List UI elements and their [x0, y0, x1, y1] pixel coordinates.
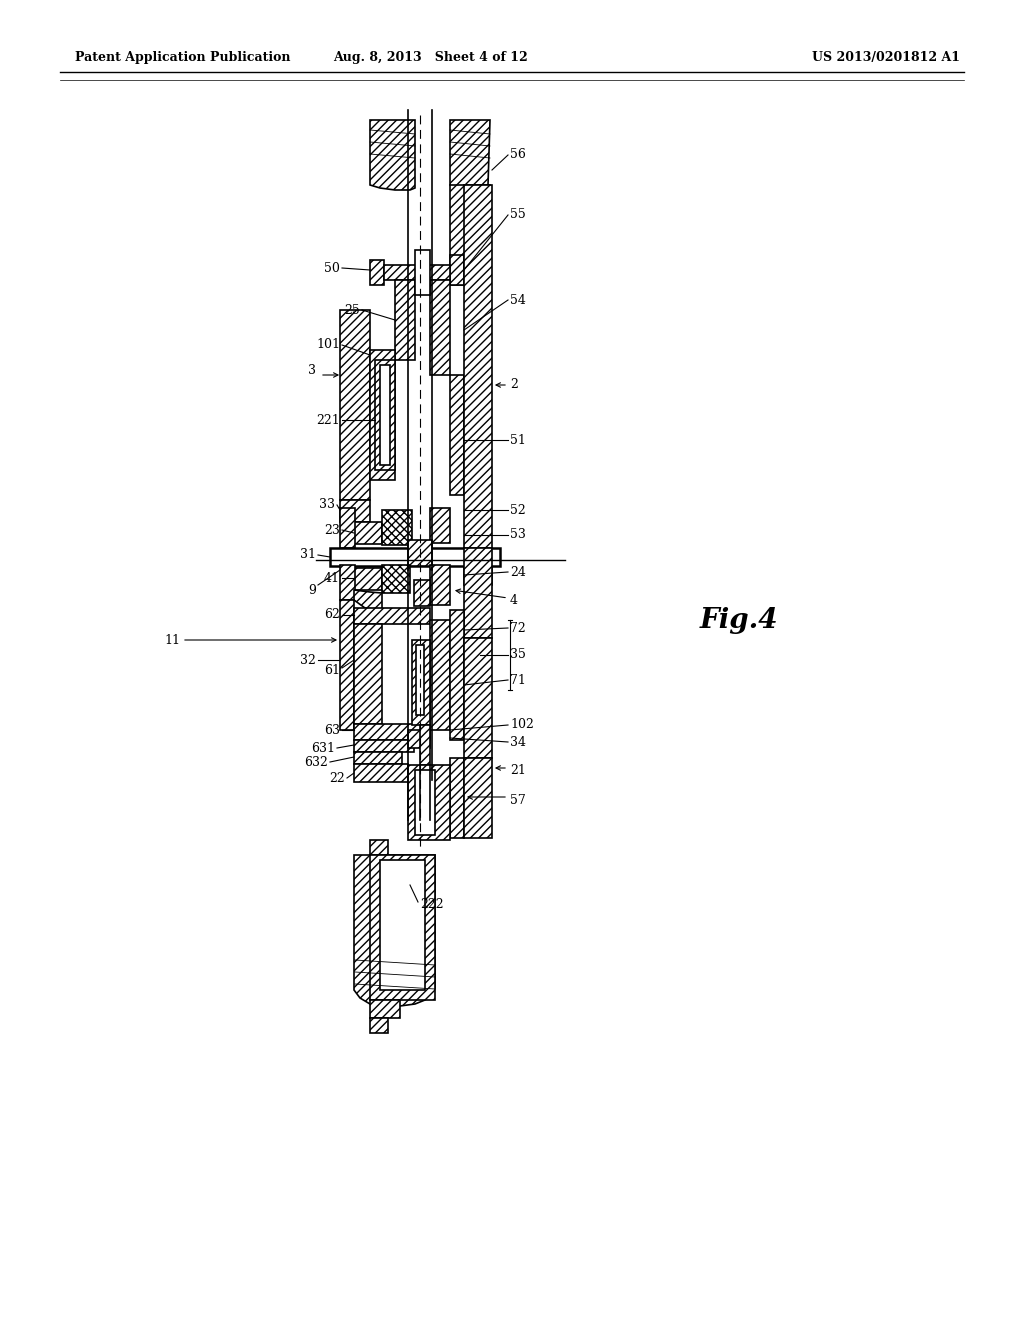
Bar [450, 375, 464, 495]
Bar [370, 350, 395, 480]
Text: 2: 2 [510, 379, 518, 392]
Text: 50: 50 [325, 261, 340, 275]
Bar [450, 610, 464, 741]
Text: 222: 222 [420, 899, 443, 912]
Bar [408, 540, 432, 566]
Text: 24: 24 [510, 565, 526, 578]
Text: 25: 25 [344, 304, 360, 317]
Text: 4: 4 [510, 594, 518, 606]
Bar [370, 260, 384, 285]
Text: 62: 62 [325, 609, 340, 622]
Bar [375, 360, 395, 470]
Text: 71: 71 [510, 673, 526, 686]
Bar [370, 855, 435, 1001]
Bar [464, 548, 492, 638]
Text: 54: 54 [510, 293, 526, 306]
Bar [450, 185, 490, 285]
Bar [340, 508, 355, 548]
Bar [354, 741, 414, 752]
Text: 53: 53 [510, 528, 526, 541]
Bar [354, 521, 382, 544]
Text: 61: 61 [324, 664, 340, 676]
Polygon shape [370, 120, 415, 190]
Text: 9: 9 [308, 583, 316, 597]
Text: 632: 632 [304, 755, 328, 768]
Bar [340, 601, 354, 730]
Text: 3: 3 [308, 363, 316, 376]
Text: 57: 57 [510, 793, 525, 807]
Bar [450, 255, 464, 285]
Text: 102: 102 [510, 718, 534, 731]
Bar [415, 249, 430, 294]
Bar [380, 861, 425, 990]
Bar [382, 565, 410, 593]
Bar [354, 723, 430, 741]
Bar [415, 770, 435, 836]
Bar [370, 1018, 388, 1034]
Text: 31: 31 [300, 549, 316, 561]
Polygon shape [450, 120, 490, 190]
Text: 11: 11 [164, 634, 180, 647]
Polygon shape [354, 590, 382, 610]
Text: 51: 51 [510, 433, 526, 446]
Text: 63: 63 [324, 723, 340, 737]
Bar [464, 758, 492, 838]
Text: 32: 32 [300, 653, 316, 667]
Bar [420, 725, 430, 766]
Text: Patent Application Publication: Patent Application Publication [75, 51, 291, 65]
Text: 55: 55 [510, 209, 525, 222]
Bar [382, 510, 412, 545]
Bar [414, 579, 430, 606]
Text: 52: 52 [510, 503, 525, 516]
Bar [354, 624, 382, 723]
Bar [408, 766, 450, 840]
Text: 34: 34 [510, 735, 526, 748]
Bar [354, 568, 382, 590]
Bar [430, 620, 450, 730]
Text: 33: 33 [319, 499, 335, 511]
Text: 56: 56 [510, 149, 526, 161]
Bar [408, 730, 430, 748]
Text: US 2013/0201812 A1: US 2013/0201812 A1 [812, 51, 961, 65]
Bar [370, 1001, 400, 1018]
Text: 35: 35 [510, 648, 526, 661]
Text: 631: 631 [311, 742, 335, 755]
Bar [340, 500, 370, 521]
Text: 72: 72 [510, 622, 525, 635]
Text: Fig.4: Fig.4 [700, 606, 778, 634]
Bar [416, 645, 424, 715]
Bar [430, 280, 450, 375]
Bar [370, 840, 388, 855]
Bar [412, 640, 430, 725]
Bar [380, 366, 390, 465]
Bar [340, 565, 355, 601]
Bar [430, 508, 450, 543]
Text: Aug. 8, 2013   Sheet 4 of 12: Aug. 8, 2013 Sheet 4 of 12 [333, 51, 527, 65]
Text: 21: 21 [510, 763, 526, 776]
Bar [354, 764, 408, 781]
Bar [464, 185, 492, 585]
Bar [464, 638, 492, 758]
Text: 41: 41 [324, 572, 340, 585]
Polygon shape [354, 855, 435, 1006]
Text: 22: 22 [330, 771, 345, 784]
Text: 221: 221 [316, 413, 340, 426]
Bar [384, 265, 450, 280]
Bar [330, 548, 500, 566]
Bar [430, 565, 450, 605]
Bar [354, 609, 430, 624]
Bar [354, 752, 402, 764]
Text: 101: 101 [316, 338, 340, 351]
Bar [395, 280, 415, 360]
Bar [340, 310, 370, 500]
Text: 23: 23 [325, 524, 340, 536]
Bar [450, 758, 464, 838]
